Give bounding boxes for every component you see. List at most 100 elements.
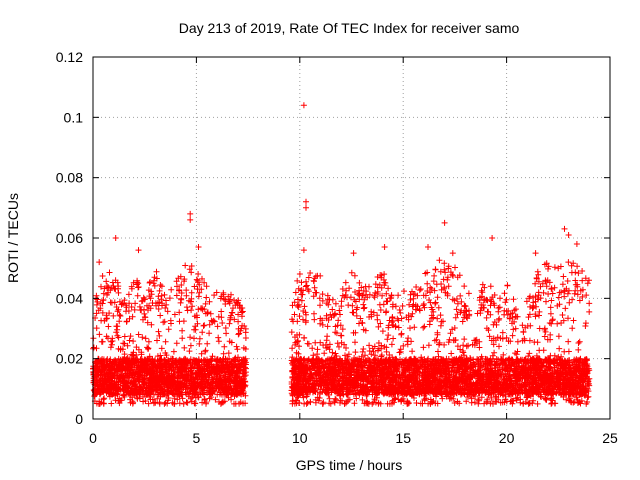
data-point xyxy=(319,297,326,304)
data-point xyxy=(153,302,160,309)
data-point xyxy=(448,350,455,357)
data-point xyxy=(514,338,521,345)
data-point xyxy=(103,278,110,285)
data-point xyxy=(154,385,161,392)
data-point xyxy=(176,309,183,316)
data-point xyxy=(195,271,202,277)
data-point xyxy=(444,274,451,281)
data-point xyxy=(183,292,190,299)
data-point xyxy=(183,361,190,367)
data-point xyxy=(99,356,106,362)
data-point xyxy=(144,319,151,326)
data-point xyxy=(430,278,437,285)
data-point xyxy=(123,358,130,365)
data-point xyxy=(184,307,191,314)
data-point xyxy=(510,326,517,333)
data-point xyxy=(123,318,130,325)
data-point xyxy=(201,322,208,329)
data-point xyxy=(208,367,215,374)
data-point xyxy=(113,368,120,375)
data-point xyxy=(106,393,113,400)
data-point xyxy=(94,296,101,303)
data-point xyxy=(359,348,366,355)
data-point xyxy=(166,364,173,371)
data-point xyxy=(401,288,407,295)
data-point xyxy=(218,378,225,385)
data-point xyxy=(228,339,235,346)
data-point xyxy=(311,310,317,317)
data-point xyxy=(100,290,107,297)
data-point xyxy=(559,312,566,318)
data-point xyxy=(170,348,177,355)
data-point xyxy=(242,361,249,368)
data-point xyxy=(140,361,147,368)
data-point xyxy=(109,383,116,390)
data-point xyxy=(160,319,167,326)
data-point xyxy=(208,317,215,324)
data-point xyxy=(474,310,481,317)
data-point xyxy=(97,389,104,396)
data-point xyxy=(139,360,146,367)
data-point xyxy=(136,373,143,380)
data-point xyxy=(209,364,216,371)
data-point xyxy=(417,286,424,292)
data-point xyxy=(126,337,133,344)
data-point xyxy=(203,374,210,381)
data-point xyxy=(193,276,200,283)
data-point xyxy=(217,366,224,373)
data-point xyxy=(170,391,177,398)
data-point xyxy=(489,294,496,301)
data-point xyxy=(170,368,177,374)
data-point xyxy=(437,312,444,319)
data-point xyxy=(195,306,202,313)
data-point xyxy=(157,365,164,372)
data-point xyxy=(406,301,413,308)
data-point xyxy=(207,391,214,398)
data-point xyxy=(131,371,138,378)
data-point xyxy=(133,352,140,358)
data-point xyxy=(296,313,303,320)
data-point xyxy=(187,334,194,341)
data-point xyxy=(180,358,187,365)
data-point xyxy=(232,302,239,309)
data-point xyxy=(362,352,368,359)
data-point xyxy=(110,312,117,319)
data-point xyxy=(222,325,229,331)
data-point xyxy=(151,277,157,284)
data-point xyxy=(173,386,180,393)
data-point xyxy=(176,400,183,407)
data-point xyxy=(173,292,180,299)
data-point xyxy=(218,368,225,374)
data-point xyxy=(169,374,176,381)
data-point xyxy=(454,300,461,307)
data-point xyxy=(174,396,181,403)
data-point xyxy=(108,400,115,407)
data-point xyxy=(186,348,193,355)
data-point xyxy=(226,374,233,381)
data-point xyxy=(151,368,158,375)
data-point xyxy=(424,280,431,287)
data-point xyxy=(99,372,106,379)
data-point xyxy=(153,268,160,275)
data-point xyxy=(289,354,296,361)
data-point xyxy=(97,378,104,385)
data-point xyxy=(225,384,232,391)
data-point xyxy=(228,396,235,403)
data-point xyxy=(169,399,176,406)
data-point xyxy=(117,346,124,353)
data-point xyxy=(189,303,196,310)
data-point xyxy=(586,277,592,284)
data-point xyxy=(235,318,242,325)
data-point xyxy=(586,308,593,315)
data-points xyxy=(90,102,593,407)
data-point xyxy=(220,350,227,357)
data-point xyxy=(193,312,200,319)
data-point xyxy=(209,353,216,360)
data-point xyxy=(239,308,246,315)
data-point xyxy=(198,350,205,357)
data-point xyxy=(98,338,105,345)
data-point xyxy=(165,358,172,365)
data-point xyxy=(127,333,134,340)
data-point xyxy=(461,336,468,343)
data-point xyxy=(490,341,497,348)
